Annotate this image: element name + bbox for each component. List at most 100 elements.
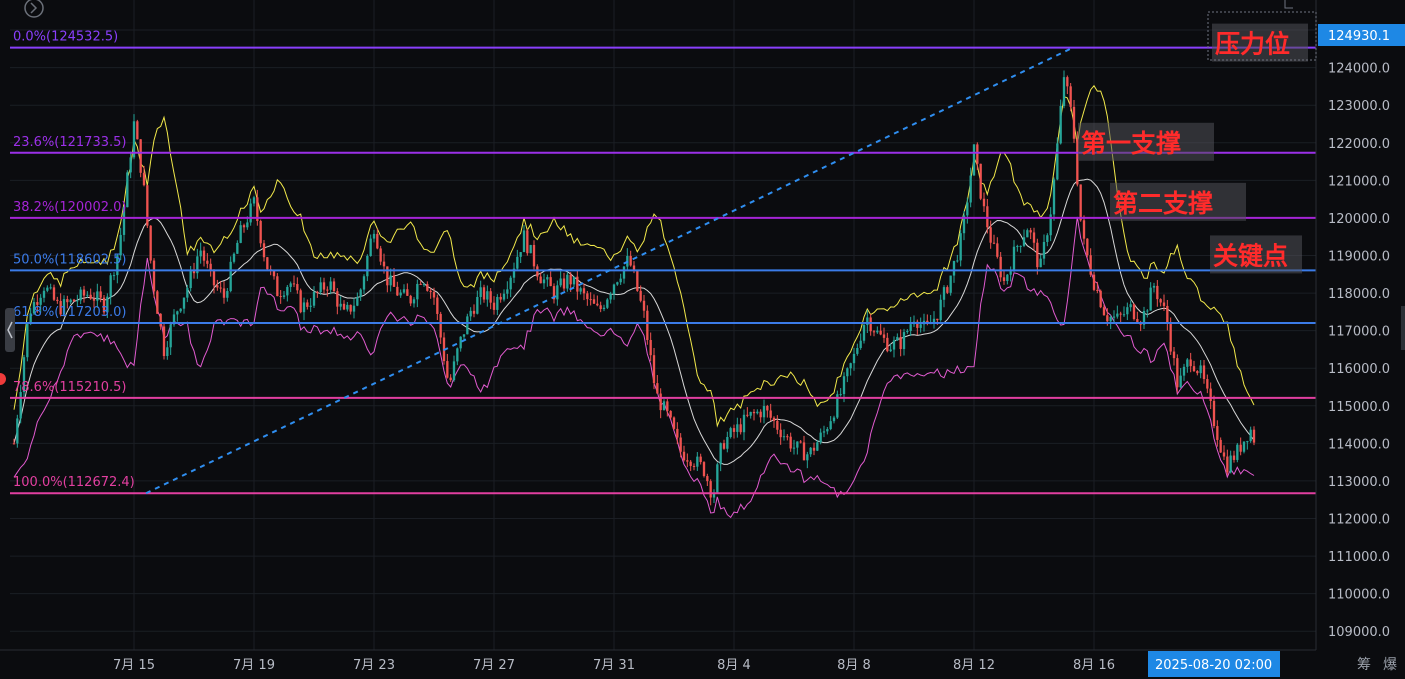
- candle-body: [249, 203, 252, 223]
- candle: [1189, 352, 1192, 373]
- candle: [692, 463, 696, 471]
- candle-body: [272, 270, 276, 277]
- right-panel-handle[interactable]: [1401, 306, 1405, 350]
- candle-body: [1066, 77, 1069, 87]
- panel-collapse-handle[interactable]: [5, 308, 15, 352]
- annotation[interactable]: 第二支撑: [1110, 182, 1246, 221]
- candle: [522, 225, 526, 253]
- candle: [452, 355, 456, 382]
- candle: [1016, 244, 1019, 252]
- candle: [412, 297, 416, 308]
- liquidation-button[interactable]: 爆: [1383, 657, 1397, 673]
- trend-line[interactable]: [145, 46, 1074, 495]
- fib-level[interactable]: 61.8%(117203.0): [10, 305, 1316, 325]
- candle: [242, 223, 246, 233]
- candle-body: [279, 296, 282, 298]
- candle-body: [1199, 365, 1202, 374]
- candle: [1009, 266, 1012, 282]
- candle: [426, 281, 429, 292]
- fib-level[interactable]: 78.6%(115210.5): [10, 380, 1316, 399]
- candle-body: [1149, 287, 1152, 311]
- candle-body: [1109, 316, 1112, 322]
- candle-body: [832, 417, 836, 422]
- candle: [109, 273, 112, 305]
- selection-box[interactable]: [1207, 11, 1317, 61]
- candle: [32, 298, 36, 315]
- candle: [1149, 282, 1152, 311]
- candle: [992, 234, 996, 245]
- candle-body: [1079, 184, 1082, 221]
- candle-body: [969, 175, 972, 203]
- candle: [169, 321, 172, 355]
- fib-level[interactable]: 50.0%(118602.5): [10, 252, 1316, 272]
- candle: [1249, 426, 1252, 443]
- chip-distribution-button[interactable]: 筹: [1357, 656, 1371, 673]
- candle-body: [72, 299, 76, 302]
- candle-body: [349, 304, 352, 312]
- candle-body: [1152, 285, 1156, 288]
- candle-body: [182, 297, 186, 309]
- candle: [96, 283, 99, 308]
- candle: [962, 210, 966, 241]
- candle-body: [286, 286, 289, 296]
- x-tick-label: 8月 4: [717, 658, 751, 673]
- candle-body: [1219, 439, 1222, 453]
- y-tick-label: 116000.0: [1328, 362, 1390, 377]
- candle-body: [372, 233, 376, 239]
- candle: [969, 167, 972, 208]
- y-axis: 124000.0 123000.0 122000.0 121000.0 120000.0…: [1315, 0, 1390, 650]
- candle: [876, 326, 879, 334]
- candle-body: [359, 289, 362, 297]
- trend-line-group[interactable]: [145, 46, 1074, 495]
- candle: [176, 310, 179, 322]
- candle: [286, 285, 289, 302]
- candle-body: [892, 340, 896, 350]
- candle: [589, 292, 592, 306]
- candle: [1176, 354, 1179, 393]
- fib-level[interactable]: 38.2%(120002.0): [10, 200, 1316, 219]
- candle: [716, 462, 719, 494]
- candle: [366, 254, 369, 282]
- x-tick-label: 7月 23: [353, 658, 395, 673]
- fib-level[interactable]: 100.0%(112672.4): [10, 475, 1316, 495]
- annotation[interactable]: 压力位: [1212, 23, 1308, 62]
- fib-level[interactable]: 0.0%(124532.5): [10, 30, 1316, 49]
- candle-body: [606, 299, 609, 308]
- candle: [1236, 443, 1239, 463]
- candle: [379, 245, 382, 266]
- candle-body: [1232, 455, 1236, 460]
- candle: [786, 434, 789, 441]
- candle: [206, 253, 209, 269]
- annotation-text: 第一支撑: [1081, 129, 1181, 158]
- annotation[interactable]: 第一支撑: [1078, 122, 1214, 161]
- candle: [1186, 358, 1189, 373]
- annotation[interactable]: 关键点: [1210, 235, 1302, 274]
- chevron-right-icon[interactable]: [24, 0, 44, 18]
- candle: [16, 414, 19, 448]
- candle: [322, 277, 326, 295]
- candle-body: [1142, 310, 1146, 325]
- candle: [739, 418, 742, 435]
- candle-body: [946, 287, 949, 293]
- candle-body: [672, 417, 676, 429]
- candle-body: [992, 242, 996, 244]
- candle-body: [952, 260, 956, 276]
- candle-body: [336, 291, 339, 307]
- y-tick-label: 122000.0: [1328, 137, 1390, 152]
- fibonacci-levels[interactable]: 0.0%(124532.5) 23.6%(121733.5) 38.2%(12000…: [10, 30, 1316, 495]
- candle-body: [1086, 238, 1089, 256]
- candle-body: [906, 330, 909, 333]
- y-tick-label: 112000.0: [1328, 512, 1390, 527]
- alert-marker-icon[interactable]: [0, 373, 6, 385]
- candle: [856, 343, 859, 356]
- candle-body: [766, 406, 769, 411]
- candle-body: [556, 285, 559, 300]
- candle-body: [579, 288, 582, 292]
- candle: [509, 275, 512, 298]
- candle: [682, 445, 686, 462]
- candle-body: [52, 287, 56, 300]
- candle: [599, 301, 602, 313]
- candle: [1202, 360, 1206, 384]
